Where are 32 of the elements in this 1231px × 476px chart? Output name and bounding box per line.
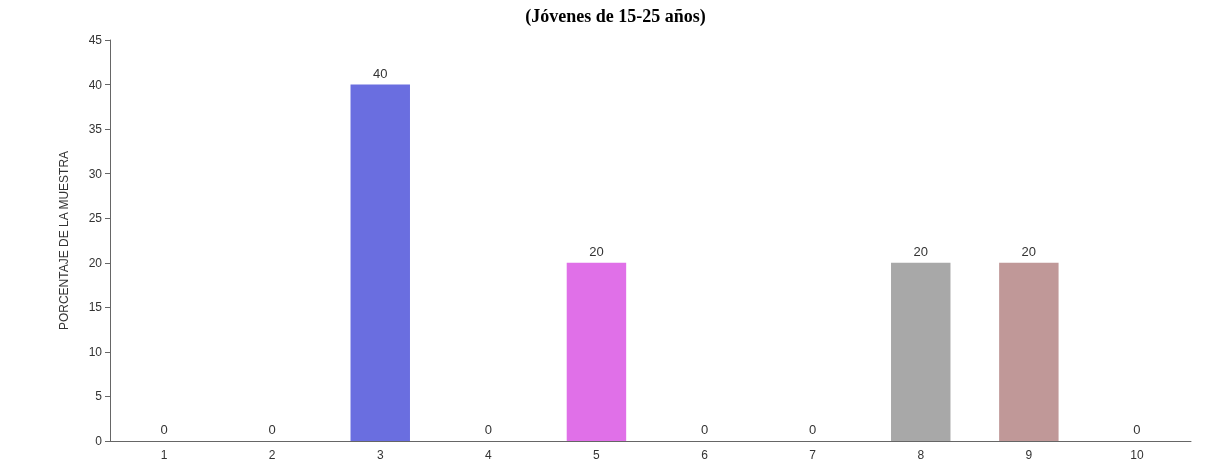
- y-tick-label: 35: [88, 122, 103, 137]
- data-label: 20: [1021, 243, 1037, 259]
- y-tick-label: 40: [88, 77, 103, 92]
- x-tick-label: 8: [917, 448, 925, 462]
- x-tick-label: 1: [160, 448, 168, 462]
- x-tick-label: 3: [376, 448, 384, 462]
- data-label: 0: [1133, 422, 1141, 437]
- y-tick-label: 15: [88, 300, 103, 315]
- y-tick-label: 30: [88, 166, 103, 181]
- data-label: 0: [484, 422, 492, 437]
- x-tick-label: 5: [593, 448, 601, 462]
- y-tick-label: 10: [88, 344, 103, 359]
- x-tick-label: 4: [485, 448, 493, 462]
- data-label: 20: [913, 243, 928, 259]
- y-tick-label: 5: [95, 389, 103, 404]
- chart-title: (Jóvenes de 15-25 años): [525, 6, 706, 27]
- x-tick-label: 7: [809, 448, 817, 462]
- y-axis-title: PORCENTAJE DE LA MUESTRA: [57, 150, 71, 331]
- y-tick-label: 0: [95, 434, 103, 448]
- y-tick-label: 20: [88, 255, 103, 270]
- data-label: 0: [809, 422, 817, 437]
- data-label: 0: [268, 422, 276, 437]
- data-label: 40: [373, 65, 388, 81]
- x-tick-label: 6: [701, 448, 709, 462]
- y-tick-label: 45: [88, 33, 103, 47]
- x-tick-label: 2: [268, 448, 276, 462]
- x-tick-label: 9: [1025, 448, 1033, 462]
- y-tick-label: 25: [88, 211, 103, 226]
- data-label: 0: [160, 422, 168, 437]
- data-label: 20: [589, 243, 604, 259]
- data-label: 0: [700, 422, 709, 437]
- x-tick-label: 10: [1130, 448, 1144, 462]
